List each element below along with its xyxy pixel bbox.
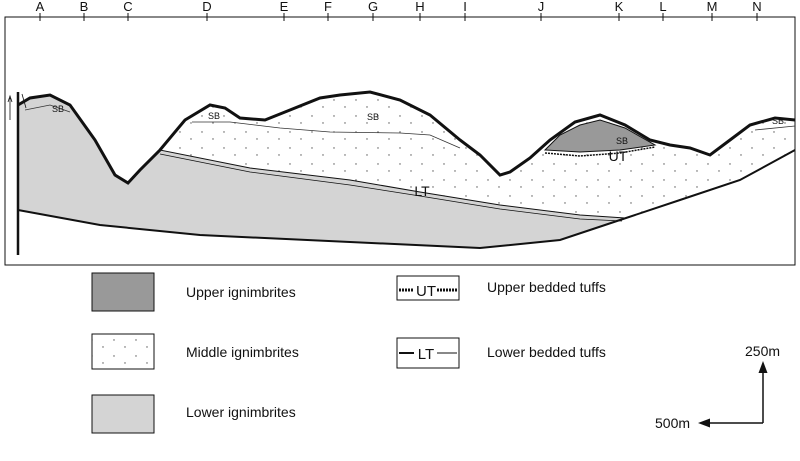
section-labels: SB SB SB SB SB UT LT [52, 104, 784, 199]
legend-label: Lower ignimbrites [186, 404, 296, 420]
upper-ignimbrites [543, 119, 657, 153]
legend-label: Middle ignimbrites [186, 344, 299, 360]
location-label: L [659, 0, 666, 14]
location-label: G [368, 0, 378, 14]
scale-label: 250m [745, 343, 780, 359]
location-label: N [752, 0, 761, 14]
sb-boundary [754, 125, 796, 131]
location-label: J [538, 0, 545, 14]
upper-tuff-layer [544, 146, 656, 157]
legend-symbol: LT [418, 346, 434, 363]
sb-boundary [24, 104, 71, 113]
location-label: A [36, 0, 45, 14]
location-label: B [80, 0, 89, 14]
location-label: H [415, 0, 424, 14]
sb-label: SB [616, 136, 628, 146]
location-label: K [615, 0, 624, 14]
legend-label: Lower bedded tuffs [487, 344, 606, 360]
location-label: D [202, 0, 211, 14]
location-ruler: A B C D E F G H I J K L M N [5, 0, 795, 21]
fault-arrows [7, 93, 27, 120]
ut-label: UT [609, 148, 628, 164]
location-label: F [324, 0, 332, 14]
lt-label: LT [414, 183, 430, 199]
location-label: C [123, 0, 132, 14]
legend-label: Upper ignimbrites [186, 284, 296, 300]
sb-label: SB [208, 111, 220, 121]
location-label: E [280, 0, 289, 14]
legend-symbol: UT [416, 283, 436, 300]
legend-label: Upper bedded tuffs [487, 279, 606, 295]
legend-swatch [91, 272, 155, 312]
sb-label: SB [367, 112, 379, 122]
sb-boundary [192, 121, 461, 149]
location-label: M [707, 0, 718, 14]
legend-swatch [91, 333, 155, 370]
sb-label: SB [52, 104, 64, 114]
legend-swatch [396, 275, 460, 301]
scale-label: 500m [655, 415, 690, 431]
legend-swatch [91, 394, 155, 434]
lower-tuff-layer [159, 153, 623, 222]
surface-profile [17, 90, 796, 185]
location-label: I [463, 0, 467, 14]
sb-label: SB [772, 116, 784, 126]
section-base [17, 149, 796, 250]
